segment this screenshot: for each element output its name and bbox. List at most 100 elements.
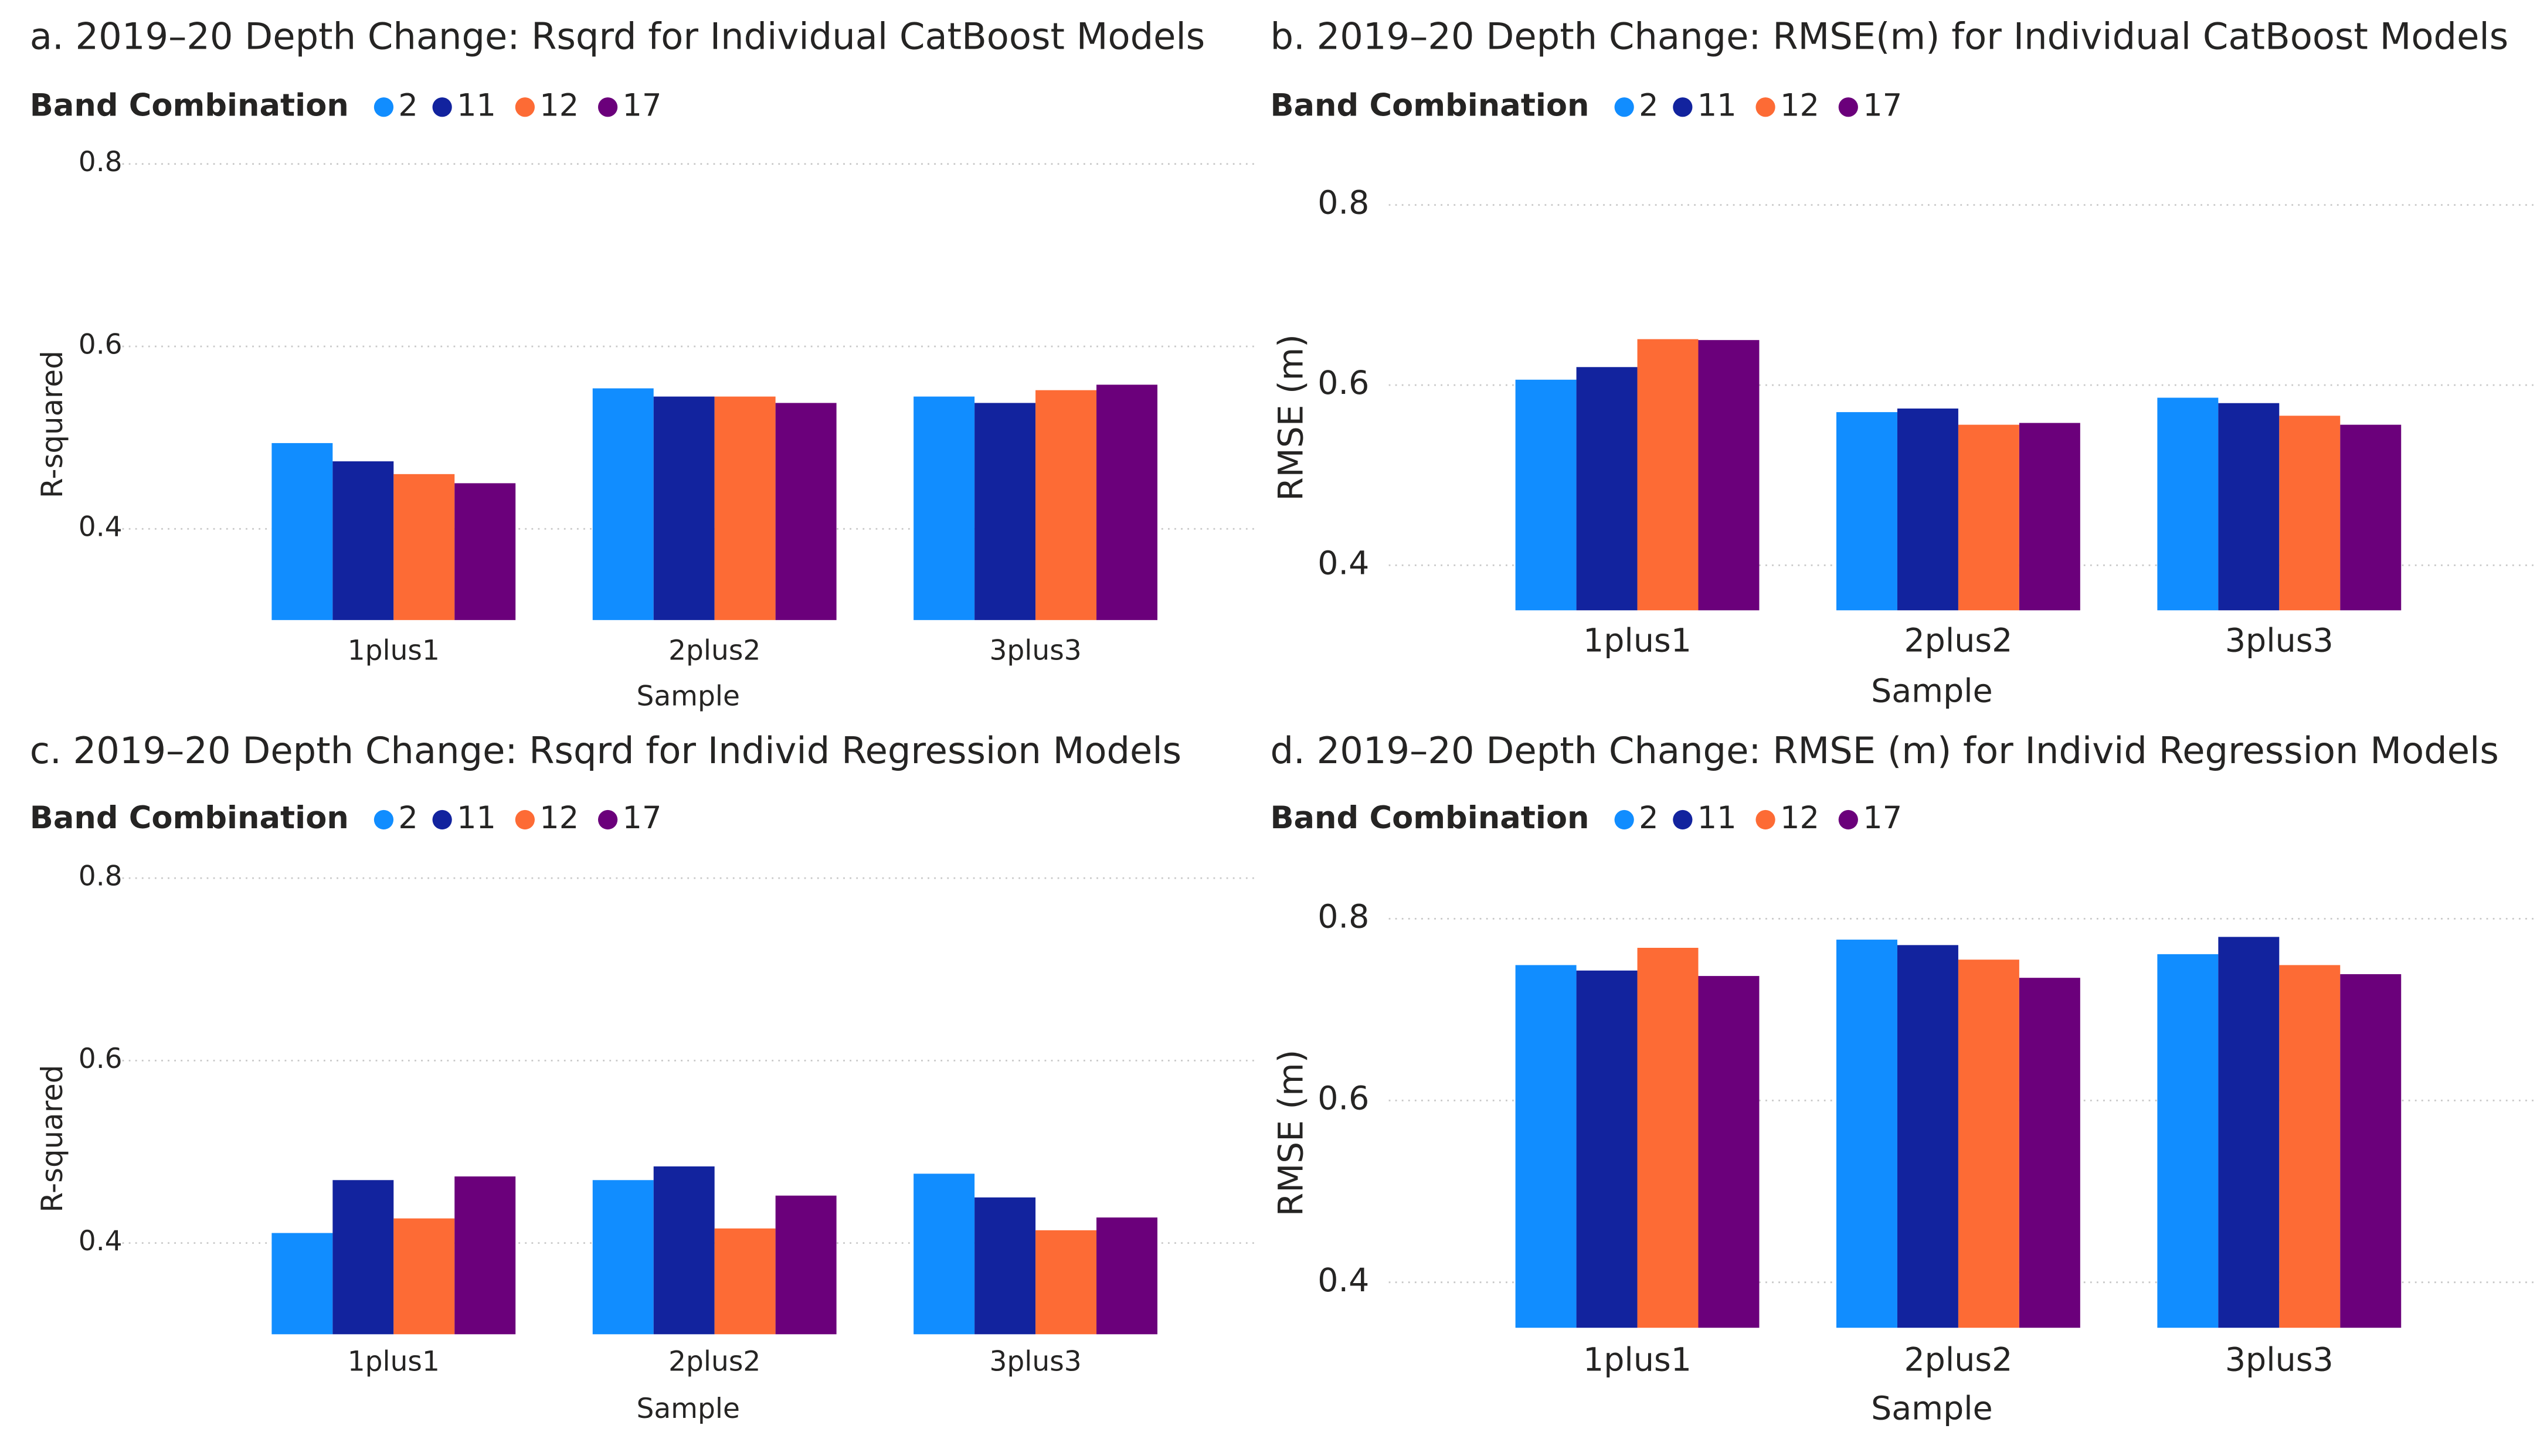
- x-tick-label: 1plus1: [348, 635, 440, 667]
- legend-marker: [1838, 97, 1858, 117]
- legend-marker: [1673, 809, 1693, 830]
- bar: [271, 1233, 333, 1335]
- y-axis-label: RMSE (m): [1271, 1050, 1310, 1217]
- legend-marker: [598, 97, 618, 117]
- legend-label: 12: [539, 87, 579, 123]
- y-axis-label: RMSE (m): [1271, 334, 1310, 501]
- bar: [393, 1218, 455, 1335]
- chart-title: a. 2019–20 Depth Change: Rsqrd for Indiv…: [30, 15, 1205, 58]
- legend-marker: [515, 809, 535, 830]
- bar: [592, 388, 654, 620]
- y-tick-label: 0.8: [79, 146, 123, 178]
- y-axis-label: R-squared: [35, 1065, 69, 1213]
- chart-title: b. 2019–20 Depth Change: RMSE(m) for Ind…: [1270, 15, 2508, 58]
- legend-title: Band Combination: [1270, 87, 1589, 123]
- legend-marker: [432, 809, 452, 830]
- y-tick-label: 0.4: [1317, 1262, 1369, 1299]
- legend-marker: [1838, 809, 1858, 830]
- bar: [2218, 403, 2280, 611]
- y-tick-label: 0.8: [1317, 899, 1369, 936]
- legend-label: 11: [457, 800, 496, 836]
- bar: [2279, 965, 2341, 1328]
- bar: [1576, 970, 1638, 1328]
- bar: [1897, 945, 1958, 1328]
- bar: [1958, 424, 2019, 611]
- legend-label: 17: [1863, 800, 1902, 836]
- bar: [1958, 960, 2019, 1328]
- bar: [1035, 390, 1097, 620]
- legend-marker: [432, 97, 452, 117]
- y-tick-label: 0.4: [1317, 545, 1369, 583]
- legend-marker: [1614, 97, 1634, 117]
- x-tick-label: 2plus2: [668, 635, 760, 667]
- bar: [2157, 954, 2219, 1328]
- bar: [714, 1228, 776, 1335]
- bar: [1836, 940, 1897, 1328]
- x-tick-label: 1plus1: [1583, 622, 1692, 660]
- legend-marker: [1755, 809, 1775, 830]
- bar: [332, 1180, 394, 1335]
- x-axis-label: Sample: [1871, 1390, 1993, 1428]
- bar: [2218, 937, 2280, 1328]
- legend-title: Band Combination: [1270, 800, 1589, 836]
- legend-label: 2: [1639, 800, 1658, 836]
- bar: [913, 396, 975, 620]
- bar: [775, 1195, 837, 1335]
- y-tick-label: 0.6: [79, 328, 123, 360]
- bar: [2340, 974, 2402, 1328]
- bar: [714, 396, 776, 620]
- chart-title: c. 2019–20 Depth Change: Rsqrd for Indiv…: [30, 729, 1181, 772]
- legend-label: 17: [623, 800, 662, 836]
- bar: [1698, 976, 1760, 1328]
- bar: [1637, 948, 1699, 1328]
- bar: [2019, 423, 2080, 611]
- bar: [1096, 1217, 1157, 1335]
- legend-label: 2: [1639, 87, 1658, 123]
- bar: [1576, 367, 1638, 611]
- legend-label: 17: [1863, 87, 1902, 123]
- y-tick-label: 0.4: [79, 511, 123, 543]
- bar: [1035, 1230, 1097, 1335]
- y-tick-label: 0.6: [1317, 1080, 1369, 1118]
- legend-label: 11: [1697, 800, 1737, 836]
- legend-label: 11: [457, 87, 496, 123]
- x-axis-label: Sample: [1871, 673, 1993, 710]
- y-tick-label: 0.4: [79, 1225, 123, 1257]
- bar: [974, 1197, 1036, 1335]
- x-axis-label: Sample: [636, 1393, 739, 1425]
- legend-label: 17: [623, 87, 662, 123]
- bar: [653, 396, 715, 620]
- y-tick-label: 0.6: [79, 1043, 123, 1075]
- x-tick-label: 3plus3: [2225, 1342, 2334, 1379]
- bar: [393, 474, 455, 620]
- legend-marker: [373, 97, 394, 117]
- y-tick-label: 0.8: [1317, 185, 1369, 222]
- bar: [2279, 416, 2341, 611]
- bar: [332, 461, 394, 620]
- x-tick-label: 2plus2: [668, 1346, 760, 1378]
- x-tick-label: 1plus1: [348, 1346, 440, 1378]
- legend-title: Band Combination: [30, 87, 349, 123]
- x-tick-label: 3plus3: [2225, 622, 2334, 660]
- bar: [2340, 424, 2402, 611]
- legend-label: 12: [539, 800, 579, 836]
- bar: [1897, 408, 1958, 611]
- x-axis-label: Sample: [636, 680, 739, 712]
- bar: [775, 403, 837, 620]
- bar: [2157, 397, 2219, 611]
- legend-marker: [515, 97, 535, 117]
- legend-marker: [1673, 97, 1693, 117]
- y-tick-label: 0.6: [1317, 365, 1369, 402]
- bar: [2019, 978, 2080, 1328]
- bar: [1515, 379, 1577, 611]
- bar: [913, 1173, 975, 1335]
- bar: [592, 1180, 654, 1335]
- x-tick-label: 3plus3: [989, 635, 1081, 667]
- legend-marker: [1614, 809, 1634, 830]
- x-tick-label: 2plus2: [1904, 622, 2012, 660]
- bar: [454, 1176, 516, 1335]
- legend-label: 2: [398, 800, 417, 836]
- x-tick-label: 1plus1: [1583, 1342, 1692, 1379]
- bar: [271, 443, 333, 620]
